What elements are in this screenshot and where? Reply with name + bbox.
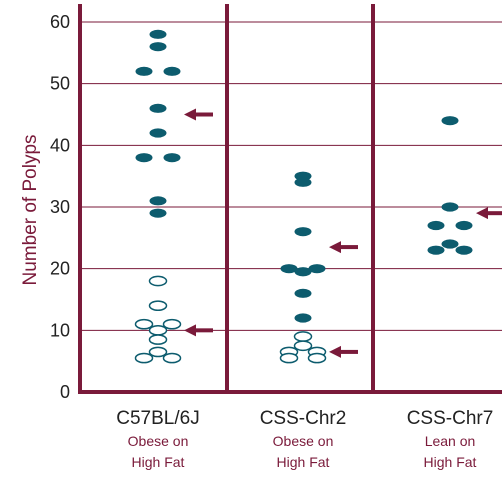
arrow-head	[329, 241, 341, 254]
arrow-shaft	[195, 328, 213, 333]
data-point-filled	[163, 153, 181, 163]
data-point-open	[148, 275, 168, 287]
arrow-icon	[476, 207, 502, 220]
data-point-filled	[455, 245, 473, 255]
data-point-open	[134, 318, 154, 330]
data-point-filled	[135, 66, 153, 76]
grid-layer	[80, 21, 502, 331]
data-point-filled	[427, 220, 445, 231]
data-point-filled	[441, 202, 459, 212]
data-points	[134, 29, 473, 364]
category-sublabel-2: High Fat	[424, 454, 477, 470]
y-tick-label-60: 60	[50, 12, 70, 32]
data-point-filled	[280, 264, 298, 274]
data-point-open	[148, 324, 168, 336]
data-point-filled	[308, 264, 326, 274]
data-point-open	[148, 300, 168, 312]
panel-frame	[78, 4, 502, 394]
category-sublabel-1: Obese on	[128, 433, 189, 449]
category-sublabel-2: High Fat	[132, 454, 185, 470]
data-point-filled	[149, 128, 167, 138]
data-point-filled	[294, 313, 312, 323]
data-point-filled	[149, 42, 167, 52]
category-sublabel-1: Lean on	[425, 433, 476, 449]
data-point-filled	[294, 288, 312, 298]
data-point-filled	[149, 196, 167, 206]
arrow-icon	[329, 345, 358, 358]
arrow-icon	[184, 324, 213, 337]
panel-divider-2	[371, 4, 375, 392]
y-axis-label: Number of Polyps	[20, 134, 41, 285]
data-point-open	[148, 346, 168, 358]
arrow-head	[184, 324, 196, 337]
category-sublabel-1: Obese on	[273, 433, 334, 449]
panel-divider-1	[225, 4, 229, 392]
data-point-open	[134, 352, 154, 364]
y-tick-label-40: 40	[50, 135, 70, 155]
data-point-open	[307, 352, 327, 364]
data-point-filled	[427, 245, 445, 255]
category-label: CSS-Chr2	[260, 408, 347, 429]
category-labels: C57BL/6J Obese on High Fat CSS-Chr2 Obese on…	[116, 408, 493, 470]
y-tick-label-0: 0	[60, 382, 70, 402]
y-tick-labels: 0 10 20 30 40 50 60	[50, 12, 70, 402]
arrow-icon	[329, 241, 358, 254]
arrow-head	[329, 345, 341, 358]
data-point-open	[279, 352, 299, 364]
data-point-open	[162, 352, 182, 364]
data-point-filled	[294, 177, 312, 187]
arrow-icon	[184, 108, 213, 121]
highlight-arrows	[184, 108, 502, 358]
data-point-filled	[149, 29, 167, 39]
data-point-open	[293, 340, 313, 352]
data-point-filled	[135, 153, 153, 163]
data-point-filled	[149, 208, 167, 218]
category-label: C57BL/6J	[116, 408, 199, 429]
data-point-filled	[294, 227, 312, 237]
arrow-shaft	[487, 211, 502, 216]
y-tick-label-50: 50	[50, 74, 70, 94]
data-point-filled	[149, 103, 167, 113]
data-point-filled	[441, 116, 459, 126]
x-axis-line	[78, 390, 502, 394]
category-label: CSS-Chr7	[407, 408, 494, 429]
arrow-shaft	[195, 112, 213, 117]
arrow-shaft	[340, 245, 358, 250]
data-point-filled	[455, 220, 473, 231]
data-point-open	[148, 334, 168, 345]
arrow-head	[184, 108, 196, 121]
y-tick-label-20: 20	[50, 259, 70, 279]
data-point-filled	[441, 239, 459, 249]
data-point-filled	[163, 66, 181, 76]
data-point-filled	[294, 267, 312, 277]
category-sublabel-2: High Fat	[277, 454, 330, 470]
data-point-open	[293, 331, 313, 342]
y-tick-label-10: 10	[50, 320, 70, 340]
y-tick-label-30: 30	[50, 197, 70, 217]
panel-divider-0	[78, 4, 82, 392]
arrow-head	[476, 207, 488, 220]
arrow-shaft	[340, 349, 358, 354]
data-point-open	[162, 318, 182, 330]
